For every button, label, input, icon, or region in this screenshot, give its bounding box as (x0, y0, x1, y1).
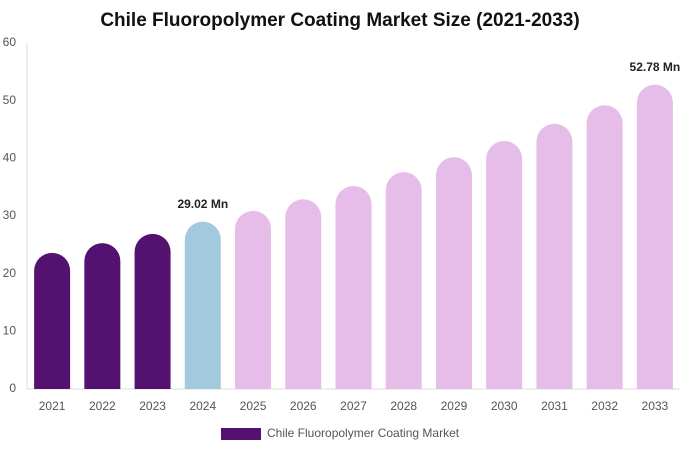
x-tick-label: 2030 (491, 399, 518, 413)
legend-swatch (221, 428, 261, 440)
bar (134, 233, 171, 389)
chart-title: Chile Fluoropolymer Coating Market Size … (100, 10, 579, 31)
x-tick-label: 2027 (340, 399, 367, 413)
y-tick-label: 0 (9, 381, 16, 395)
y-tick-label: 60 (3, 35, 17, 49)
bar (385, 172, 422, 389)
y-tick-label: 50 (3, 93, 17, 107)
x-tick-label: 2025 (240, 399, 267, 413)
x-tick-label: 2022 (89, 399, 116, 413)
x-tick-label: 2028 (390, 399, 417, 413)
bar (335, 186, 372, 389)
x-tick-label: 2021 (39, 399, 66, 413)
bar (586, 105, 623, 389)
y-tick-label: 20 (3, 266, 17, 280)
x-tick-label: 2024 (189, 399, 216, 413)
bar (435, 157, 472, 389)
y-tick-label: 40 (3, 151, 17, 165)
legend-label: Chile Fluoropolymer Coating Market (267, 426, 460, 440)
x-tick-label: 2031 (541, 399, 568, 413)
value-label: 29.02 Mn (177, 197, 228, 211)
y-tick-label: 30 (3, 208, 17, 222)
value-label: 52.78 Mn (630, 60, 680, 74)
bar (184, 221, 221, 389)
bar (84, 243, 121, 389)
bar (486, 141, 523, 389)
x-tick-label: 2023 (139, 399, 166, 413)
x-tick-label: 2029 (441, 399, 468, 413)
y-tick-label: 10 (3, 324, 17, 338)
x-tick-label: 2026 (290, 399, 317, 413)
x-tick-label: 2032 (591, 399, 618, 413)
x-tick-label: 2033 (642, 399, 669, 413)
bar (285, 199, 322, 389)
bar (34, 252, 71, 389)
bar (636, 84, 673, 390)
bar (536, 123, 573, 389)
bar (235, 210, 272, 389)
